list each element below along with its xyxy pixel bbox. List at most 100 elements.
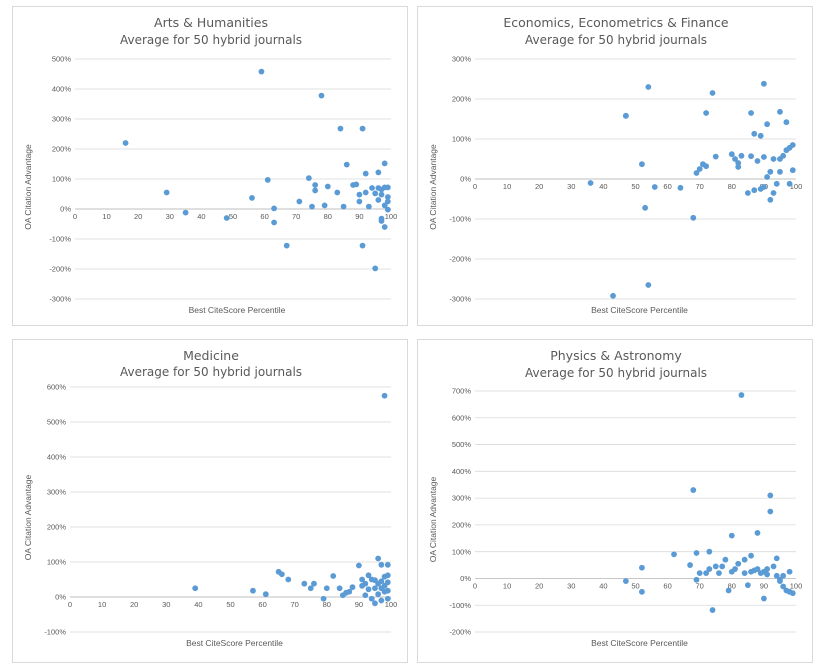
y-tick-label: 0%: [460, 574, 471, 583]
data-point: [703, 163, 710, 170]
data-point: [384, 561, 391, 568]
y-axis-label: OA Citation Advantage: [428, 476, 438, 562]
data-point: [258, 68, 265, 75]
y-tick-label: 300%: [52, 115, 72, 124]
y-tick-label: 500%: [52, 55, 72, 64]
chart-physics-astronomy: Physics & Astronomy Average for 50 hybrid…: [428, 348, 802, 648]
chart-subtitle: Average for 50 hybrid journals: [525, 33, 707, 47]
data-point: [748, 552, 754, 559]
data-point: [748, 110, 754, 116]
x-tick-label: 70: [291, 600, 299, 609]
data-point: [789, 142, 796, 148]
x-tick-label: 10: [503, 581, 511, 590]
x-axis-label: Best CiteScore Percentile: [591, 638, 688, 648]
x-tick-label: 70: [696, 182, 704, 191]
data-point: [677, 184, 684, 191]
data-point: [712, 563, 719, 570]
data-point: [249, 195, 255, 201]
data-point: [754, 158, 761, 164]
data-point: [754, 530, 761, 536]
data-point: [365, 586, 372, 593]
data-point: [722, 556, 729, 563]
data-point: [356, 191, 363, 198]
data-point: [651, 184, 658, 190]
x-tick-label: 80: [728, 182, 736, 191]
data-point: [712, 153, 719, 160]
data-point: [732, 156, 738, 162]
data-point: [706, 566, 713, 572]
y-axis-label: OA Citation Advantage: [428, 144, 438, 230]
x-tick-label: 20: [134, 212, 142, 221]
data-point: [384, 198, 391, 205]
data-point: [693, 550, 700, 556]
y-tick-label: -100%: [449, 601, 471, 610]
data-point: [767, 508, 774, 515]
data-point: [368, 595, 375, 602]
data-point: [777, 576, 783, 583]
x-tick-label: 10: [98, 600, 106, 609]
x-tick-label: 60: [663, 182, 671, 191]
x-tick-label: 20: [535, 182, 543, 191]
data-point: [375, 197, 382, 203]
data-point: [751, 130, 758, 137]
data-point: [735, 160, 742, 166]
data-point: [359, 125, 366, 132]
y-tick-label: -200%: [449, 255, 471, 264]
data-point: [610, 292, 616, 299]
y-axis-label: OA Citation Advantage: [23, 474, 33, 560]
data-point: [372, 190, 379, 197]
data-point: [320, 595, 327, 602]
data-point: [770, 563, 777, 570]
data-point: [285, 576, 292, 583]
data-point: [378, 191, 385, 198]
data-point: [639, 588, 645, 595]
data-point: [703, 570, 710, 576]
x-tick-label: 20: [535, 581, 543, 590]
data-point: [346, 588, 353, 595]
x-tick-label: 100: [790, 182, 803, 191]
data-point: [725, 587, 732, 594]
data-point: [786, 568, 793, 575]
data-point: [773, 555, 780, 562]
data-point: [789, 167, 796, 174]
chart-medicine: Medicine Average for 50 hybrid journals -1…: [23, 348, 397, 648]
data-point: [783, 119, 790, 126]
x-tick-label: 30: [567, 182, 575, 191]
data-point: [780, 572, 787, 579]
data-point: [696, 570, 703, 576]
data-point: [639, 161, 645, 168]
data-point: [369, 185, 375, 191]
data-point: [278, 571, 285, 578]
data-point: [642, 204, 649, 211]
data-point: [587, 180, 594, 186]
data-point: [362, 170, 369, 177]
data-point: [271, 205, 277, 212]
data-point: [622, 112, 629, 119]
data-point: [362, 592, 369, 599]
data-point: [223, 215, 230, 221]
data-point: [789, 590, 796, 597]
data-point: [767, 196, 774, 203]
x-tick-label: 30: [166, 212, 174, 221]
y-tick-label: 300%: [47, 488, 67, 497]
y-tick-label: 400%: [52, 85, 72, 94]
x-tick-label: 0: [473, 581, 477, 590]
data-point: [748, 153, 754, 160]
y-tick-label: 200%: [47, 523, 67, 532]
data-point: [264, 177, 271, 183]
data-point: [780, 583, 787, 590]
x-axis-label: Best CiteScore Percentile: [189, 305, 286, 315]
data-point: [719, 563, 726, 570]
data-point: [384, 587, 391, 594]
data-point: [741, 570, 748, 576]
x-tick-label: 80: [323, 600, 331, 609]
data-point: [761, 595, 767, 602]
data-point: [671, 551, 677, 558]
data-point: [359, 242, 366, 249]
data-point: [375, 555, 382, 562]
x-tick-label: 60: [260, 212, 268, 221]
data-point: [381, 224, 388, 230]
data-point: [764, 571, 771, 578]
chart-panel-arts-humanities: Arts & Humanities Average for 50 hybrid j…: [12, 6, 408, 326]
x-tick-label: 60: [663, 581, 671, 590]
